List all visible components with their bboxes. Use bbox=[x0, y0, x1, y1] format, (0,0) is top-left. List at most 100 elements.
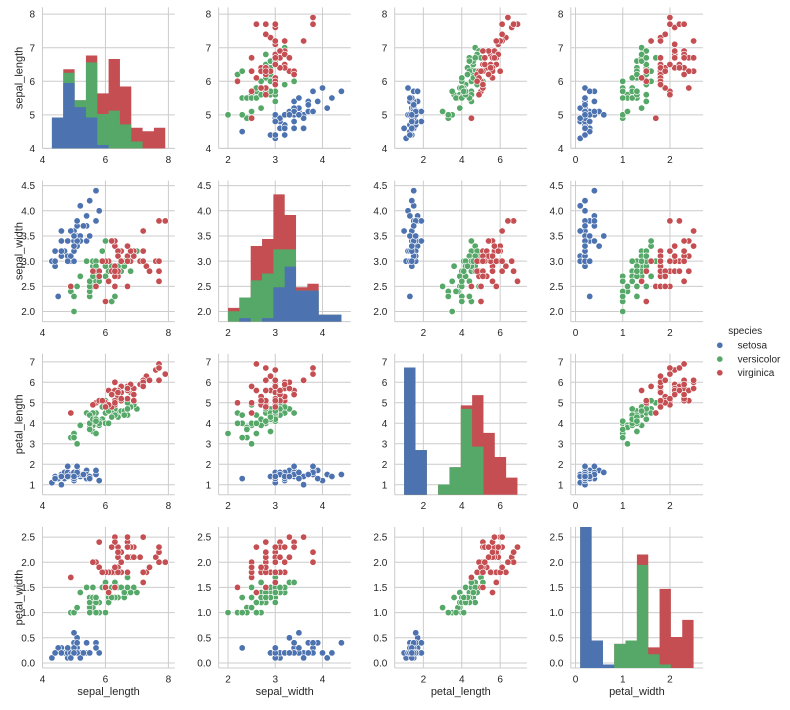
svg-text:2.5: 2.5 bbox=[373, 533, 387, 544]
svg-text:8: 8 bbox=[166, 155, 172, 166]
svg-text:2: 2 bbox=[225, 674, 231, 685]
svg-text:1.5: 1.5 bbox=[197, 583, 211, 594]
svg-text:2.5: 2.5 bbox=[21, 533, 35, 544]
svg-text:6: 6 bbox=[558, 77, 564, 88]
svg-text:1: 1 bbox=[382, 480, 388, 491]
svg-text:7: 7 bbox=[558, 357, 564, 368]
svg-text:1.5: 1.5 bbox=[373, 583, 387, 594]
svg-text:6: 6 bbox=[103, 328, 109, 339]
svg-text:3.5: 3.5 bbox=[373, 232, 387, 243]
svg-text:2: 2 bbox=[225, 328, 231, 339]
svg-text:1: 1 bbox=[620, 674, 626, 685]
svg-text:3: 3 bbox=[382, 439, 388, 450]
svg-text:5: 5 bbox=[206, 110, 212, 121]
svg-text:1: 1 bbox=[620, 501, 626, 512]
svg-text:3: 3 bbox=[272, 674, 278, 685]
svg-text:2.0: 2.0 bbox=[373, 558, 387, 569]
svg-text:2.0: 2.0 bbox=[197, 558, 211, 569]
svg-text:6: 6 bbox=[103, 501, 109, 512]
svg-text:5: 5 bbox=[558, 398, 564, 409]
svg-text:2: 2 bbox=[667, 674, 673, 685]
svg-text:6: 6 bbox=[103, 674, 109, 685]
svg-text:2: 2 bbox=[421, 328, 427, 339]
svg-text:4.5: 4.5 bbox=[197, 181, 211, 192]
svg-text:0: 0 bbox=[573, 155, 579, 166]
svg-text:2.5: 2.5 bbox=[549, 533, 563, 544]
svg-text:7: 7 bbox=[30, 43, 36, 54]
svg-text:2.0: 2.0 bbox=[373, 307, 387, 318]
svg-text:8: 8 bbox=[166, 501, 172, 512]
svg-text:2: 2 bbox=[30, 460, 36, 471]
svg-text:7: 7 bbox=[382, 43, 388, 54]
svg-text:3: 3 bbox=[272, 501, 278, 512]
svg-text:4: 4 bbox=[382, 144, 388, 155]
svg-text:6: 6 bbox=[206, 77, 212, 88]
svg-text:1: 1 bbox=[558, 480, 564, 491]
svg-text:1.5: 1.5 bbox=[21, 583, 35, 594]
svg-text:6: 6 bbox=[30, 378, 36, 389]
svg-text:0.5: 0.5 bbox=[373, 633, 387, 644]
svg-text:6: 6 bbox=[30, 77, 36, 88]
svg-text:8: 8 bbox=[166, 674, 172, 685]
svg-text:2.0: 2.0 bbox=[197, 307, 211, 318]
svg-text:2.0: 2.0 bbox=[21, 558, 35, 569]
svg-text:4: 4 bbox=[558, 144, 564, 155]
svg-text:0: 0 bbox=[573, 501, 579, 512]
svg-text:1.5: 1.5 bbox=[549, 583, 563, 594]
svg-text:3.5: 3.5 bbox=[197, 232, 211, 243]
svg-text:4: 4 bbox=[320, 674, 326, 685]
svg-text:8: 8 bbox=[382, 10, 388, 21]
svg-text:0: 0 bbox=[573, 674, 579, 685]
svg-text:0.0: 0.0 bbox=[549, 659, 563, 670]
svg-text:1: 1 bbox=[30, 480, 36, 491]
svg-text:2: 2 bbox=[382, 460, 388, 471]
svg-text:4: 4 bbox=[459, 674, 465, 685]
svg-text:7: 7 bbox=[206, 357, 212, 368]
svg-text:3.0: 3.0 bbox=[21, 257, 35, 268]
svg-text:2.5: 2.5 bbox=[197, 533, 211, 544]
svg-text:4: 4 bbox=[320, 155, 326, 166]
svg-text:sepal_length: sepal_length bbox=[77, 686, 139, 698]
svg-text:2: 2 bbox=[421, 674, 427, 685]
svg-text:1.0: 1.0 bbox=[549, 608, 563, 619]
svg-text:5: 5 bbox=[558, 110, 564, 121]
svg-text:4: 4 bbox=[206, 419, 212, 430]
svg-text:sepal_length: sepal_length bbox=[13, 47, 25, 109]
svg-text:5: 5 bbox=[30, 110, 36, 121]
svg-text:3.0: 3.0 bbox=[373, 257, 387, 268]
svg-text:2: 2 bbox=[421, 155, 427, 166]
svg-text:5: 5 bbox=[382, 398, 388, 409]
svg-text:sepal_width: sepal_width bbox=[13, 222, 25, 280]
svg-text:petal_width: petal_width bbox=[609, 686, 665, 698]
svg-text:3: 3 bbox=[206, 439, 212, 450]
svg-text:3.5: 3.5 bbox=[21, 232, 35, 243]
svg-text:5: 5 bbox=[206, 398, 212, 409]
svg-text:2.0: 2.0 bbox=[549, 558, 563, 569]
svg-text:4: 4 bbox=[459, 328, 465, 339]
svg-text:1: 1 bbox=[620, 328, 626, 339]
svg-text:6: 6 bbox=[497, 328, 503, 339]
svg-text:4: 4 bbox=[30, 144, 36, 155]
svg-text:1.0: 1.0 bbox=[197, 608, 211, 619]
svg-text:petal_width: petal_width bbox=[13, 570, 25, 626]
svg-text:3: 3 bbox=[272, 328, 278, 339]
svg-text:7: 7 bbox=[206, 43, 212, 54]
svg-text:1: 1 bbox=[206, 480, 212, 491]
svg-text:petal_length: petal_length bbox=[13, 394, 25, 454]
svg-text:petal_length: petal_length bbox=[431, 686, 491, 698]
svg-text:8: 8 bbox=[558, 10, 564, 21]
svg-text:2: 2 bbox=[667, 501, 673, 512]
svg-text:4.0: 4.0 bbox=[21, 206, 35, 217]
svg-text:6: 6 bbox=[558, 378, 564, 389]
svg-text:7: 7 bbox=[558, 43, 564, 54]
svg-text:4: 4 bbox=[40, 674, 46, 685]
svg-text:3: 3 bbox=[272, 155, 278, 166]
svg-text:6: 6 bbox=[497, 674, 503, 685]
svg-text:4: 4 bbox=[558, 419, 564, 430]
svg-text:2: 2 bbox=[667, 328, 673, 339]
svg-text:0.0: 0.0 bbox=[197, 659, 211, 670]
svg-text:2: 2 bbox=[421, 501, 427, 512]
svg-text:2.5: 2.5 bbox=[373, 282, 387, 293]
svg-text:2.0: 2.0 bbox=[21, 307, 35, 318]
svg-text:6: 6 bbox=[382, 378, 388, 389]
